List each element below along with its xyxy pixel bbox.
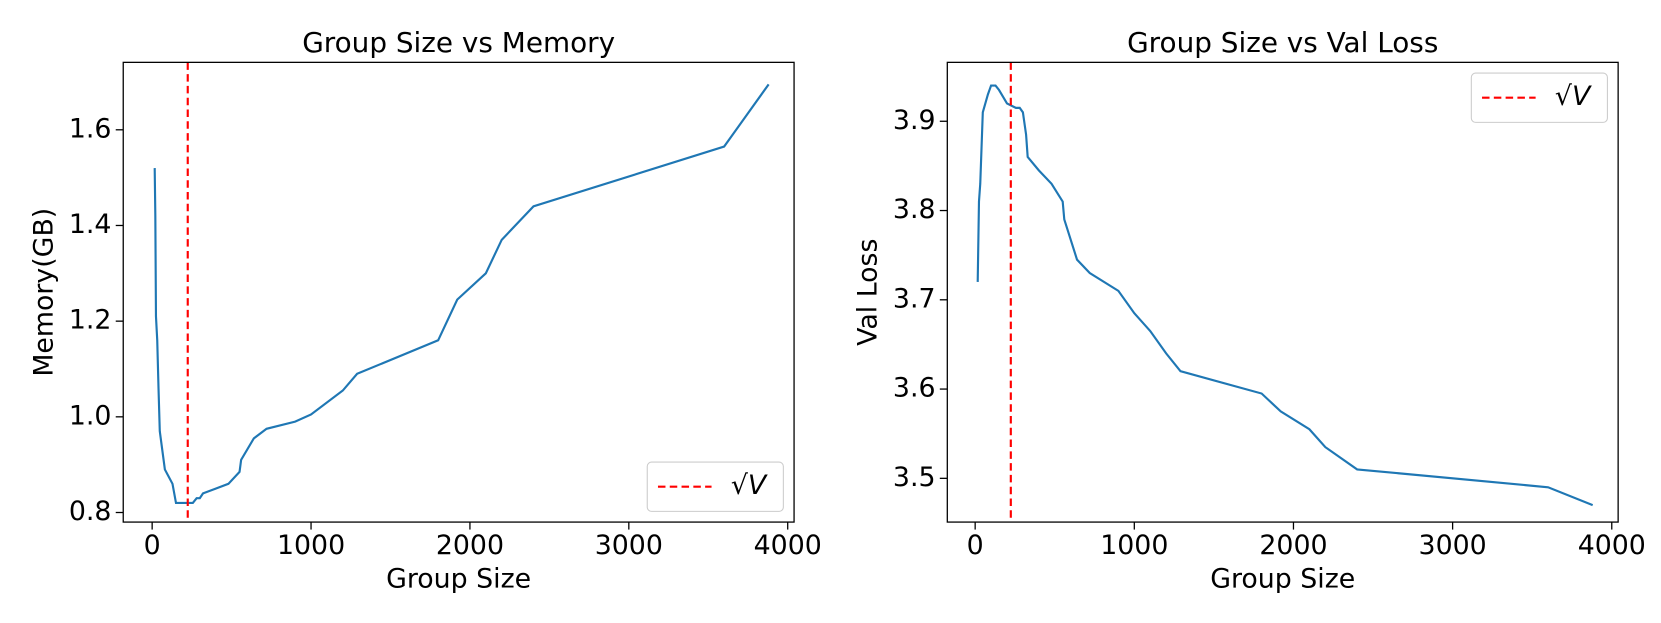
y-tick-label: 1.2 — [69, 305, 112, 336]
x-axis-label: Group Size — [386, 563, 531, 594]
x-tick-label: 0 — [967, 530, 984, 561]
legend: √V — [1470, 72, 1608, 123]
legend-label: √V — [1555, 81, 1592, 112]
subplot: Group Size vs Val Loss Group Size Val Loss… — [853, 26, 1646, 594]
y-tick-label: 3.8 — [893, 194, 936, 225]
y-axis-label: Val Loss — [853, 239, 884, 346]
x-tick-label: 3000 — [595, 530, 663, 561]
legend-box — [646, 461, 784, 512]
legend-label: √V — [731, 470, 768, 501]
x-tick-label: 1000 — [277, 530, 345, 561]
x-tick-label: 4000 — [1578, 530, 1646, 561]
y-tick-label: 3.9 — [893, 105, 936, 136]
axes-frame — [122, 61, 795, 523]
x-tick-label: 3000 — [1419, 530, 1487, 561]
y-tick-label: 3.6 — [893, 373, 936, 404]
subplot: Group Size vs Memory Group Size Memory(GB)… — [29, 26, 822, 594]
y-axis-label: Memory(GB) — [29, 208, 60, 377]
legend: √V — [646, 461, 784, 512]
axes-frame — [946, 61, 1619, 523]
x-tick-label: 0 — [144, 530, 161, 561]
y-tick-label: 1.0 — [69, 400, 112, 431]
chart-title: Group Size vs Memory — [302, 26, 615, 59]
y-tick-label: 0.8 — [69, 496, 112, 527]
y-tick-label: 3.7 — [893, 283, 936, 314]
data-line — [976, 84, 1594, 507]
x-tick-label: 2000 — [436, 530, 504, 561]
x-tick-label: 1000 — [1100, 530, 1168, 561]
chart-title: Group Size vs Val Loss — [1127, 26, 1438, 59]
y-tick-label: 3.5 — [893, 462, 936, 493]
x-axis-label: Group Size — [1210, 563, 1355, 594]
legend-box — [1470, 72, 1608, 123]
x-tick-label: 2000 — [1259, 530, 1327, 561]
data-line — [153, 83, 770, 505]
y-tick-label: 1.4 — [69, 209, 112, 240]
x-tick-label: 4000 — [754, 530, 822, 561]
y-tick-label: 1.6 — [69, 113, 112, 144]
